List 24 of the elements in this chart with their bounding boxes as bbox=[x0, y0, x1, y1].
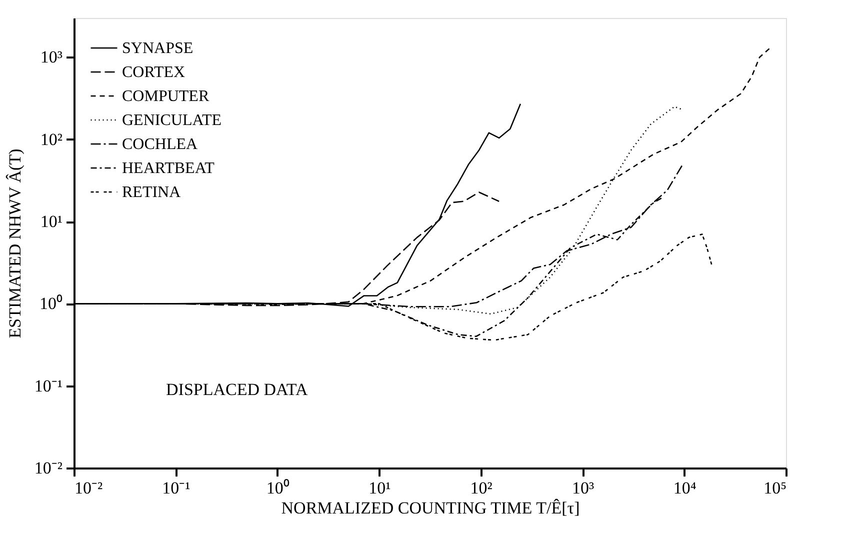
x-tick-label: 10⁴ bbox=[673, 478, 696, 498]
x-tick-label: 10⁻² bbox=[74, 478, 103, 498]
y-tick-label: 10⁻¹ bbox=[34, 376, 62, 396]
legend-label: GENICULATE bbox=[122, 112, 222, 129]
y-axis-title: ESTIMATED NHWV Â(T) bbox=[5, 148, 24, 338]
y-tick-label: 10² bbox=[40, 130, 62, 149]
legend-label: RETINA bbox=[122, 184, 182, 201]
y-tick-label: 10³ bbox=[40, 48, 62, 67]
x-tick-label: 10² bbox=[470, 478, 492, 498]
x-tick-label: 10⁻¹ bbox=[162, 478, 190, 498]
y-tick-label: 10¹ bbox=[40, 212, 62, 232]
x-tick-label: 10⁰ bbox=[266, 478, 290, 498]
legend-label: COMPUTER bbox=[122, 88, 210, 105]
legend-label: HEARTBEAT bbox=[122, 160, 215, 177]
legend-label: SYNAPSE bbox=[122, 40, 194, 57]
y-tick-label: 10⁰ bbox=[40, 294, 62, 314]
legend-label: COCHLEA bbox=[122, 136, 198, 153]
legend-label: CORTEX bbox=[122, 64, 186, 81]
x-axis-title: NORMALIZED COUNTING TIME T/Ê[τ] bbox=[281, 498, 580, 518]
y-tick-label: 10⁻² bbox=[34, 458, 62, 478]
x-tick-label: 10⁵ bbox=[764, 478, 787, 498]
x-tick-label: 10³ bbox=[572, 478, 594, 498]
x-tick-label: 10¹ bbox=[368, 478, 391, 498]
annotation: DISPLACED DATA bbox=[166, 380, 308, 399]
